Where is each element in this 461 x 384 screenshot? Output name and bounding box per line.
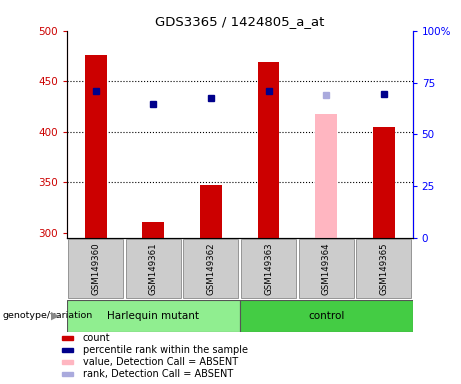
Bar: [356, 239, 411, 298]
Text: percentile rank within the sample: percentile rank within the sample: [83, 345, 248, 355]
Text: GSM149360: GSM149360: [91, 242, 100, 295]
Bar: [373, 127, 395, 238]
Bar: [183, 239, 238, 298]
Text: GSM149364: GSM149364: [322, 242, 331, 295]
Bar: [240, 300, 413, 332]
Text: value, Detection Call = ABSENT: value, Detection Call = ABSENT: [83, 357, 237, 367]
Bar: [68, 239, 123, 298]
Text: Harlequin mutant: Harlequin mutant: [107, 311, 199, 321]
Bar: [142, 222, 164, 238]
Text: ▶: ▶: [51, 311, 59, 321]
Bar: [126, 239, 181, 298]
Bar: [315, 114, 337, 238]
Bar: [67, 300, 240, 332]
Text: genotype/variation: genotype/variation: [2, 311, 93, 320]
Bar: [258, 62, 279, 238]
Bar: [62, 336, 73, 340]
Bar: [241, 239, 296, 298]
Bar: [85, 55, 106, 238]
Text: GSM149361: GSM149361: [149, 242, 158, 295]
Text: GSM149365: GSM149365: [379, 242, 388, 295]
Text: GSM149362: GSM149362: [207, 242, 215, 295]
Text: count: count: [83, 333, 110, 343]
Bar: [62, 372, 73, 376]
Text: GSM149363: GSM149363: [264, 242, 273, 295]
Text: control: control: [308, 311, 344, 321]
Title: GDS3365 / 1424805_a_at: GDS3365 / 1424805_a_at: [155, 15, 325, 28]
Bar: [62, 360, 73, 364]
Text: rank, Detection Call = ABSENT: rank, Detection Call = ABSENT: [83, 369, 233, 379]
Bar: [299, 239, 354, 298]
Bar: [62, 348, 73, 352]
Bar: [200, 185, 222, 238]
